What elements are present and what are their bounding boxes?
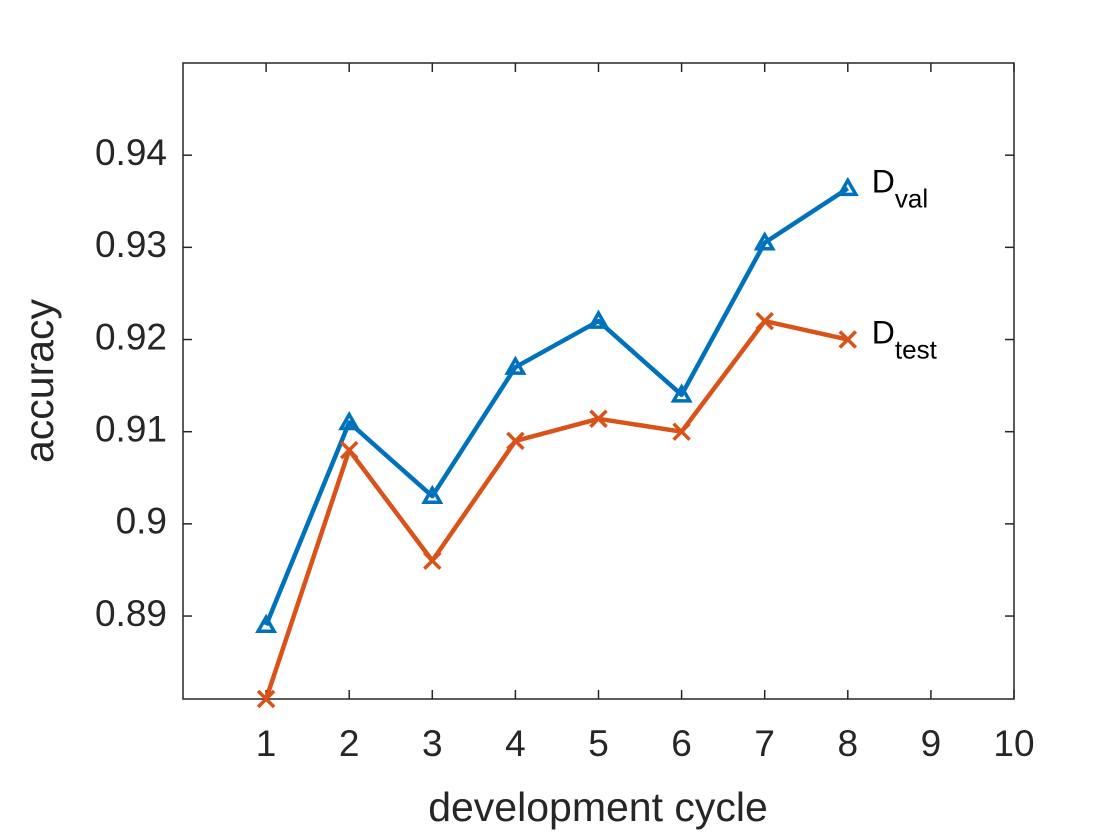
marker	[421, 484, 444, 504]
marker	[256, 689, 276, 709]
y-axis-label: accuracy	[16, 298, 62, 463]
x-tick-label: 1	[256, 723, 277, 764]
marker	[504, 355, 527, 375]
marker	[672, 422, 691, 441]
x-tick-label: 9	[921, 723, 942, 764]
series-label: Dval	[872, 164, 928, 213]
marker	[755, 311, 774, 331]
x-tick-label: 5	[588, 723, 609, 764]
series-label-subscript: test	[895, 334, 938, 364]
x-tick-label: 10	[993, 723, 1034, 764]
y-tick-label: 0.92	[95, 316, 167, 357]
x-tick-label: 8	[838, 723, 859, 764]
marker	[670, 383, 693, 403]
marker	[338, 410, 361, 431]
series-line	[264, 186, 850, 627]
y-tick-label: 0.89	[95, 593, 167, 634]
marker	[339, 440, 359, 460]
series-label-main: D	[872, 315, 895, 351]
series-line	[263, 318, 849, 700]
y-tick-label: 0.93	[95, 224, 167, 265]
x-tick-label: 7	[754, 723, 775, 764]
marker	[587, 309, 610, 329]
marker	[589, 409, 608, 429]
x-tick-label: 2	[339, 723, 360, 764]
x-tick-label: 4	[505, 723, 526, 764]
y-tick-label: 0.9	[116, 501, 167, 542]
series-label-subscript: val	[895, 183, 928, 213]
x-tick-label: 3	[422, 723, 443, 764]
axes-box	[182, 62, 1015, 700]
marker	[836, 176, 859, 197]
series-label-main: D	[872, 164, 895, 200]
x-axis-label: development cycle	[428, 784, 768, 830]
marker	[255, 613, 278, 634]
marker	[753, 231, 776, 251]
series-label: Dtest	[872, 315, 938, 364]
marker	[506, 431, 525, 451]
y-tick-label: 0.91	[95, 408, 167, 449]
marker	[423, 551, 442, 570]
y-tick-label: 0.94	[95, 132, 167, 173]
marker	[838, 330, 858, 349]
x-tick-label: 6	[671, 723, 692, 764]
